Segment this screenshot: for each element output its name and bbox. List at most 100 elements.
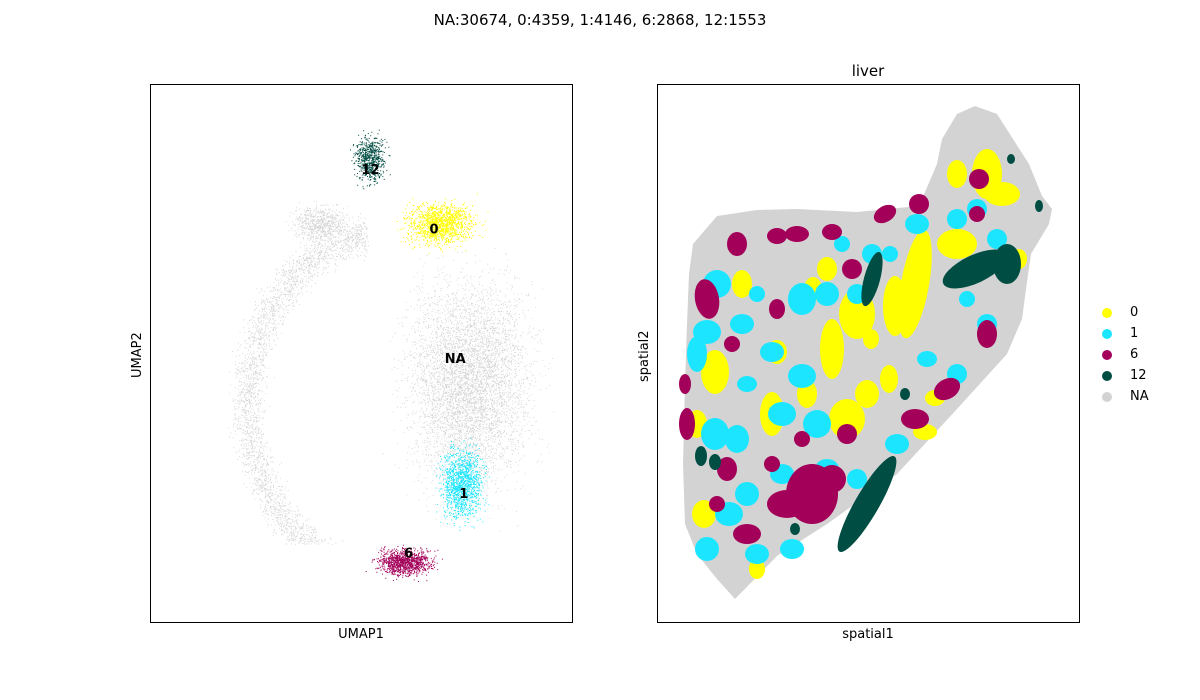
spatial-group-6-patch xyxy=(767,490,807,518)
spatial-group-1-patch xyxy=(749,286,765,302)
spatial-group-0-patch xyxy=(880,365,898,393)
spatial-group-6-patch xyxy=(679,374,691,394)
spatial-group-6-patch xyxy=(837,424,857,444)
spatial-plot-frame xyxy=(657,84,1080,623)
umap-group-6 xyxy=(365,544,443,582)
spatial-group-6-patch xyxy=(909,194,929,214)
spatial-group-1-patch xyxy=(788,283,816,315)
legend-item-12: 12 xyxy=(1097,365,1149,386)
spatial-group-1-patch xyxy=(987,229,1007,249)
umap-group-12 xyxy=(350,129,391,190)
spatial-group-6-patch xyxy=(842,259,862,279)
spatial-group-6 xyxy=(679,169,997,544)
umap-cluster-label-NA: NA xyxy=(445,352,466,367)
umap-group-12-points xyxy=(350,129,391,190)
umap-group-NA-points xyxy=(228,200,554,545)
spatial-group-0-patch xyxy=(947,160,967,188)
legend-item-1: 1 xyxy=(1097,323,1149,344)
spatial-group-0-patch xyxy=(701,350,729,394)
spatial-group-1-patch xyxy=(730,314,754,334)
legend-label: 1 xyxy=(1130,326,1139,341)
spatial-group-1-patch xyxy=(885,434,909,454)
spatial-group-1-patch xyxy=(882,246,898,262)
spatial-group-1-patch xyxy=(780,539,804,559)
spatial-group-0-patch xyxy=(817,257,837,281)
spatial-group-6-patch xyxy=(709,496,725,512)
spatial-plot-title: liver xyxy=(851,62,885,80)
legend: 0 1 6 12 NA xyxy=(1097,302,1149,407)
spatial-group-6-patch xyxy=(767,228,787,244)
legend-marker xyxy=(1102,370,1112,381)
legend-marker xyxy=(1102,328,1112,339)
spatial-group-12 xyxy=(695,154,1043,553)
spatial-group-1-patch xyxy=(701,418,729,450)
spatial-group-1-patch xyxy=(847,469,867,489)
legend-label: 6 xyxy=(1130,347,1139,362)
spatial-group-6-patch xyxy=(969,169,989,189)
umap-group-0-points xyxy=(396,193,489,254)
spatial-group-1-patch xyxy=(803,410,831,438)
spatial-group-6-patch xyxy=(694,279,720,319)
legend-item-0: 0 xyxy=(1097,302,1149,323)
spatial-group-6-patch xyxy=(724,336,740,352)
legend-item-6: 6 xyxy=(1097,344,1149,365)
spatial-group-1-patch xyxy=(947,209,967,229)
spatial-group-12-patch xyxy=(1035,200,1043,212)
umap-group-NA xyxy=(228,200,554,545)
spatial-group-0-patch xyxy=(855,380,879,408)
spatial-group-6-patch xyxy=(764,456,780,472)
spatial-group-0-patch xyxy=(984,182,1020,206)
spatial-group-12-patch xyxy=(709,454,721,470)
spatial-group-1-patch xyxy=(917,351,937,367)
umap-group-1-points xyxy=(435,437,490,531)
spatial-group-1-patch xyxy=(959,291,975,307)
spatial-group-1-patch xyxy=(815,282,839,306)
spatial-group-6-patch xyxy=(785,226,809,242)
spatial-group-1-patch xyxy=(725,425,749,453)
umap-cluster-label-12: 12 xyxy=(361,163,379,178)
spatial-group-6-patch xyxy=(933,377,961,401)
legend-marker xyxy=(1102,307,1112,318)
umap-plot-frame xyxy=(150,84,573,623)
spatial-group-6-patch xyxy=(769,299,785,319)
legend-item-NA: NA xyxy=(1097,386,1149,407)
spatial-group-6-patch xyxy=(794,431,810,447)
spatial-group-6-patch xyxy=(873,204,897,224)
spatial-group-1-patch xyxy=(737,376,757,392)
spatial-group-6-patch xyxy=(727,232,747,256)
spatial-group-0-patch xyxy=(749,559,765,579)
spatial-y-axis-label: spatial2 xyxy=(637,330,652,382)
spatial-group-1-patch xyxy=(788,364,816,388)
spatial-group-1-patch xyxy=(735,482,759,506)
spatial-group-12-patch xyxy=(942,249,1008,289)
spatial-group-6-patch xyxy=(679,408,695,440)
legend-label: 0 xyxy=(1130,305,1139,320)
spatial-group-0-patch xyxy=(820,319,844,379)
spatial-group-1-patch xyxy=(834,236,850,252)
spatial-group-1-patch xyxy=(905,214,929,234)
umap-x-axis-label: UMAP1 xyxy=(338,627,384,642)
umap-cluster-label-6: 6 xyxy=(404,546,413,561)
spatial-group-12-patch xyxy=(837,455,897,553)
spatial-group-12-patch xyxy=(790,523,800,535)
spatial-group-12-patch xyxy=(861,251,883,307)
spatial-group-0-patch xyxy=(883,276,907,336)
spatial-group-0-patch xyxy=(937,229,977,259)
umap-group-6-points xyxy=(365,544,443,582)
spatial-group-12-patch xyxy=(900,388,910,400)
umap-scatter-plot: 12 0 NA 1 6 xyxy=(150,84,573,623)
spatial-group-12-patch xyxy=(695,446,707,466)
spatial-group-1-patch xyxy=(760,342,784,362)
figure-suptitle: NA:30674, 0:4359, 1:4146, 6:2868, 12:155… xyxy=(433,11,767,29)
spatial-x-axis-label: spatial1 xyxy=(842,627,894,642)
spatial-group-0-patch xyxy=(732,270,752,298)
umap-group-0 xyxy=(396,193,489,254)
spatial-group-0-patch xyxy=(829,399,865,439)
spatial-group-1-patch xyxy=(695,537,719,561)
legend-marker xyxy=(1102,349,1112,360)
spatial-group-1-patch xyxy=(687,336,707,372)
spatial-group-6-patch xyxy=(822,224,842,240)
spatial-group-6-patch xyxy=(818,465,846,493)
spatial-group-6-patch xyxy=(733,524,761,544)
